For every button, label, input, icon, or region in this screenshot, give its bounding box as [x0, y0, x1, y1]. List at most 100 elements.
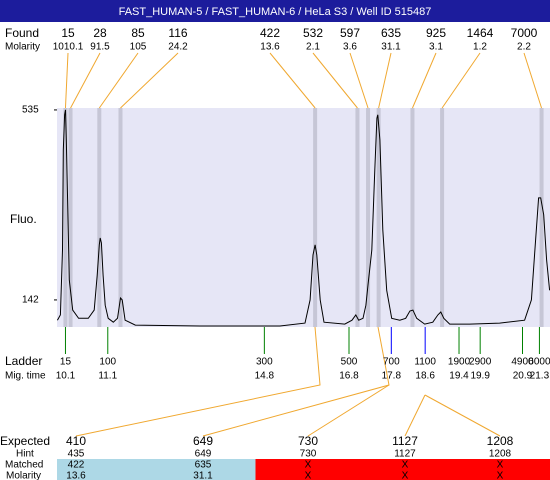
- hint-value: 1127: [394, 449, 416, 460]
- mig-time: 10.1: [56, 371, 76, 382]
- matched-value: 635: [195, 460, 212, 471]
- found-size: 28: [93, 26, 107, 40]
- peak-band: [63, 108, 68, 327]
- mig-time: 20.9: [513, 371, 533, 382]
- peak-band: [366, 108, 371, 327]
- matched-molarity: X: [497, 471, 504, 480]
- mig-time: 19.4: [449, 371, 469, 382]
- found-molarity: 105: [130, 42, 147, 53]
- found-molarity: 2.1: [306, 42, 320, 53]
- mig-time-row-label: Mig. time: [5, 371, 46, 382]
- found-row-label: Found: [5, 26, 39, 40]
- found-size: 15: [61, 26, 75, 40]
- mig-time: 14.8: [255, 371, 275, 382]
- peak-band: [313, 108, 318, 327]
- leader-line: [404, 394, 426, 437]
- mig-time: 19.9: [470, 371, 490, 382]
- peak-leader: [120, 52, 179, 109]
- matched-value: X: [402, 460, 409, 471]
- found-size: 635: [381, 26, 401, 40]
- ladder-size: 100: [99, 357, 116, 368]
- peak-band: [355, 108, 360, 327]
- expected-value: 730: [298, 434, 318, 448]
- found-molarity: 91.5: [90, 42, 110, 53]
- match-status-cell: [452, 459, 550, 480]
- hint-value: 730: [300, 449, 317, 460]
- hint-value: 435: [68, 449, 85, 460]
- peak-leader: [523, 52, 543, 109]
- peak-leader: [70, 52, 101, 109]
- hint-value: 1208: [489, 449, 512, 460]
- mig-time: 11.1: [98, 371, 117, 382]
- peak-leader: [64, 52, 69, 109]
- match-status-cell: [356, 459, 453, 480]
- y-tick-label: 142: [22, 295, 39, 306]
- hint-value: 649: [195, 449, 212, 460]
- ladder-size: 1900: [448, 357, 471, 368]
- window-title: FAST_HUMAN-5 / FAST_HUMAN-6 / HeLa S3 / …: [119, 6, 432, 18]
- ladder-size: 700: [383, 357, 400, 368]
- y-tick-label: 535: [22, 105, 39, 116]
- found-molarity: 1.2: [473, 42, 487, 53]
- match-status-cell: [139, 459, 256, 480]
- peak-leader: [349, 52, 369, 109]
- expected-value: 410: [66, 434, 86, 448]
- mig-time: 18.6: [415, 371, 435, 382]
- peak-band: [410, 108, 415, 327]
- found-molarity: 2.2: [517, 42, 531, 53]
- leader-line: [75, 326, 321, 437]
- hint-row-label: Hint: [16, 449, 34, 460]
- molarity-row-label: Molarity: [6, 471, 41, 480]
- found-size: 925: [426, 26, 446, 40]
- leader-line: [202, 326, 390, 437]
- expected-row-label: Expected: [0, 434, 50, 448]
- found-size: 85: [131, 26, 145, 40]
- found-size: 422: [260, 26, 280, 40]
- molarity-row-label: Molarity: [5, 42, 40, 53]
- ladder-size: 500: [341, 357, 358, 368]
- found-size: 597: [340, 26, 360, 40]
- peak-band: [97, 108, 102, 327]
- found-molarity: 13.6: [260, 42, 280, 53]
- found-size: 116: [168, 26, 187, 40]
- match-leaders: [75, 326, 501, 437]
- expected-value: 1127: [392, 434, 418, 448]
- expected-value: 649: [193, 434, 213, 448]
- found-size: 7000: [511, 26, 538, 40]
- peak-leader: [98, 52, 139, 109]
- found-molarity: 24.2: [168, 42, 188, 53]
- matched-value: 422: [68, 460, 85, 471]
- peak-band: [440, 108, 445, 327]
- ladder-size: 6000: [528, 357, 550, 368]
- peak-band: [539, 108, 544, 327]
- peak-band: [118, 108, 123, 327]
- leader-line: [307, 384, 390, 437]
- found-molarity: 3.6: [343, 42, 357, 53]
- mig-time: 21.3: [530, 371, 550, 382]
- ladder-size: 2900: [469, 357, 492, 368]
- ladder-size: 15: [60, 357, 72, 368]
- ladder-size: 1100: [414, 357, 436, 368]
- peak-leader: [312, 52, 358, 109]
- ladder-size: 4900: [511, 357, 534, 368]
- mig-time: 17.8: [382, 371, 402, 382]
- matched-molarity: 31.1: [193, 471, 213, 480]
- matched-molarity: X: [402, 471, 409, 480]
- found-molarity: 3.1: [429, 42, 443, 53]
- peak-leader: [269, 52, 316, 109]
- match-status-cell: [255, 459, 357, 480]
- found-size: 532: [303, 26, 323, 40]
- matched-value: X: [497, 460, 504, 471]
- mig-time: 16.8: [339, 371, 359, 382]
- ladder-row-label: Ladder: [5, 354, 42, 368]
- expected-value: 1208: [487, 434, 514, 448]
- found-molarity: 1010.1: [53, 42, 84, 53]
- matched-row-label: Matched: [5, 460, 43, 471]
- peak-leader: [378, 52, 392, 109]
- leader-line: [424, 394, 501, 437]
- peak-leader: [441, 52, 481, 109]
- peak-band: [68, 108, 73, 327]
- title-bar: [0, 0, 550, 22]
